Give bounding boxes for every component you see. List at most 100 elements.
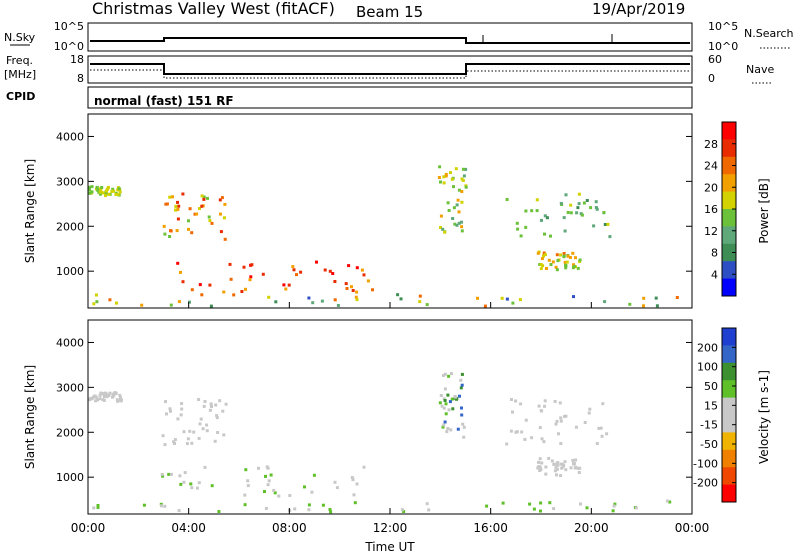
velocity-echo-cell: [119, 396, 122, 400]
velocity-echo-cell: [448, 400, 452, 404]
power-echo-cell: [345, 287, 349, 290]
power-echo-cell: [96, 188, 100, 192]
velocity-echo-cell: [543, 399, 547, 403]
power-echo-cell: [117, 187, 121, 191]
power-echo-cell: [589, 206, 593, 210]
power-colorbar-segment: [722, 226, 736, 245]
power-echo-cell: [206, 196, 209, 200]
power-echo-cell: [200, 204, 204, 208]
velocity-echo-cell: [205, 423, 209, 427]
power-echo-cells: [88, 165, 679, 308]
velocity-echo-cell: [587, 411, 591, 415]
power-echo-cell: [444, 172, 448, 176]
velocity-echo-cell: [142, 503, 146, 507]
cpid-label: CPID: [6, 90, 35, 103]
power-colorbar-segment: [722, 278, 736, 297]
velocity-echo-cell: [277, 494, 281, 498]
power-echo-cell: [94, 293, 98, 297]
power-echo-cell: [569, 203, 573, 207]
power-echo-cell: [555, 268, 559, 272]
velocity-echo-cell: [192, 430, 196, 434]
x-tick-label: 12:00: [373, 521, 408, 535]
power-colorbar-segment: [722, 139, 736, 158]
power-echo-cell: [95, 186, 99, 190]
power-echo-cell: [571, 251, 575, 255]
power-echo-cell: [106, 185, 110, 189]
velocity-colorbar-segment: [722, 380, 736, 399]
y-tick-label: 1000: [56, 471, 84, 484]
power-echo-cell: [287, 283, 291, 287]
velocity-echo-cell: [183, 471, 187, 475]
velocity-echo-cell: [266, 483, 270, 487]
velocity-echo-cell: [611, 509, 615, 513]
velocity-echo-cell: [203, 465, 207, 469]
power-colorbar: 28 24 20 16 12 8 4: [704, 121, 737, 297]
velocity-echo-cell: [213, 439, 217, 443]
velocity-colorbar-tick-label: -100: [693, 457, 718, 470]
power-echo-cell: [563, 260, 567, 264]
velocity-echo-cell: [243, 503, 247, 507]
nsky-trace: [90, 37, 690, 44]
power-echo-cell: [336, 304, 340, 307]
velocity-echo-cell: [446, 427, 450, 430]
velocity-echo-cell: [449, 428, 453, 432]
velocity-echo-cell: [438, 401, 442, 405]
power-colorbar-segment: [722, 191, 736, 210]
velocity-echo-cell: [215, 414, 219, 418]
velocity-echo-cell: [402, 510, 406, 513]
velocity-echo-cell: [94, 399, 98, 403]
velocity-echo-cell: [559, 474, 563, 477]
power-echo-cell: [333, 298, 337, 302]
power-echo-cell: [446, 201, 450, 205]
power-echo-cell: [174, 208, 177, 212]
velocity-echo-cell: [544, 472, 548, 476]
velocity-echo-cell: [222, 433, 226, 437]
power-echo-cell: [347, 264, 351, 268]
power-panel: 4000 3000 2000 1000 Slant Range [km] 28 24 20…: [23, 113, 771, 309]
power-echo-cell: [555, 253, 559, 257]
velocity-echo-cell: [523, 437, 527, 441]
velocity-echo-cell: [450, 397, 454, 401]
power-colorbar-tick-label: 24: [704, 160, 718, 173]
velocity-echo-cell: [116, 399, 120, 403]
power-echo-cell: [195, 212, 199, 216]
x-tick-label: 00:00: [675, 521, 710, 535]
power-echo-cell: [511, 301, 515, 305]
velocity-echo-cell: [427, 508, 431, 512]
velocity-echo-cell: [329, 510, 333, 514]
velocity-x-ticks: 00:00 04:00 08:00 12:00 16:00 20:00 00:00: [71, 302, 710, 535]
power-echo-cell: [218, 198, 222, 202]
power-echo-cell: [462, 174, 466, 178]
power-echo-cell: [439, 214, 443, 218]
velocity-echo-cell: [520, 430, 524, 434]
velocity-echo-cell: [564, 468, 568, 472]
velocity-echo-cell: [441, 425, 445, 429]
power-echo-cell: [350, 285, 353, 289]
x-tick-label: 08:00: [272, 521, 307, 535]
velocity-echo-cell: [552, 507, 556, 511]
velocity-echo-cell: [459, 378, 463, 382]
power-echo-cell: [208, 283, 212, 287]
freq-label-line2: [MHz]: [4, 68, 36, 81]
power-echo-cell: [451, 217, 455, 220]
velocity-echo-cell: [447, 374, 451, 378]
power-colorbar-segment: [722, 261, 736, 280]
velocity-echo-cell: [215, 416, 219, 420]
power-panel-frame: [87, 113, 693, 309]
date-label: 19/Apr/2019: [592, 0, 685, 18]
velocity-echo-cell: [196, 486, 199, 490]
power-echo-cell: [198, 283, 202, 287]
power-echo-cell: [439, 180, 442, 184]
power-echo-cell: [248, 278, 252, 282]
power-echo-cell: [476, 296, 479, 300]
velocity-panel-frame: [87, 319, 693, 515]
velocity-echo-cell: [563, 460, 567, 464]
time-axis-label: Time UT: [364, 540, 415, 554]
velocity-echo-cell: [505, 442, 509, 446]
power-echo-cell: [307, 296, 311, 300]
velocity-echo-cell: [444, 412, 448, 416]
velocity-echo-cell: [547, 456, 551, 460]
power-echo-cell: [564, 193, 568, 197]
power-echo-cell: [95, 300, 99, 304]
freq-left-tick-bottom: 8: [77, 72, 84, 85]
